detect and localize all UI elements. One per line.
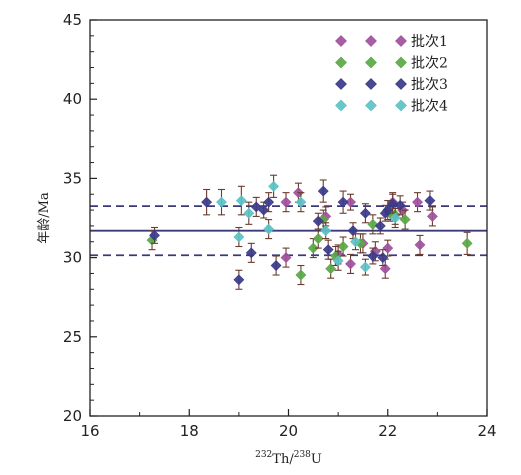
data-point — [233, 274, 245, 286]
x-axis-title-part1: Th/ — [272, 452, 294, 467]
y-tick-label: 25 — [63, 328, 82, 346]
y-tick-label: 40 — [63, 90, 82, 108]
x-tick-label: 24 — [477, 422, 496, 440]
data-point — [461, 237, 473, 249]
data-point — [332, 255, 344, 267]
legend-entry-1: 批次1 — [335, 34, 448, 50]
legend-entry-3: 批次3 — [335, 77, 448, 93]
data-point — [337, 196, 349, 208]
legend-marker — [395, 56, 407, 69]
data-point — [379, 263, 391, 275]
data-point — [245, 247, 257, 259]
data-point — [312, 215, 324, 227]
data-point — [394, 199, 406, 211]
legend-label: 批次3 — [411, 77, 448, 93]
data-point — [382, 242, 394, 254]
data-point — [201, 196, 213, 208]
y-tick-label: 45 — [63, 11, 82, 29]
data-point — [424, 195, 436, 207]
legend-marker — [335, 99, 347, 112]
legend-marker — [395, 99, 407, 112]
legend-label: 批次4 — [411, 99, 448, 115]
axis-ticks: 16 18 20 22 24 20 25 30 35 40 45 — [63, 11, 497, 440]
data-point — [216, 196, 227, 208]
legend-marker — [395, 78, 407, 90]
data-point — [412, 196, 423, 208]
series-1 — [280, 182, 438, 279]
data-point — [426, 210, 438, 222]
data-point — [258, 204, 270, 216]
legend-marker — [335, 35, 347, 47]
legend: 批次1 批次2 批次3 批次4 — [335, 34, 448, 115]
series-4 — [216, 174, 401, 276]
legend-marker — [395, 35, 407, 47]
data-point — [399, 214, 411, 226]
y-tick-label: 30 — [63, 249, 82, 267]
data-point — [263, 196, 275, 208]
data-point — [359, 261, 371, 273]
data-point — [322, 244, 334, 256]
legend-marker — [365, 99, 377, 112]
data-points — [146, 174, 473, 290]
data-point — [367, 218, 379, 230]
data-point — [345, 196, 356, 208]
data-point — [325, 263, 337, 275]
series-3 — [149, 179, 436, 290]
data-point — [337, 241, 349, 252]
data-point — [317, 185, 329, 197]
y-tick-label: 35 — [63, 169, 82, 187]
data-point — [295, 269, 307, 281]
data-point — [350, 236, 361, 248]
data-point — [307, 242, 319, 254]
legend-marker — [335, 78, 347, 90]
data-point — [270, 260, 282, 271]
data-point — [243, 207, 255, 219]
data-point — [235, 195, 247, 207]
legend-marker — [365, 35, 377, 47]
data-point — [377, 252, 389, 264]
x-axis-title: 232Th/238U — [255, 450, 322, 467]
data-point — [233, 231, 245, 243]
data-point — [345, 258, 356, 270]
legend-marker — [365, 78, 377, 90]
data-point — [382, 204, 394, 216]
x-axis-title-part2: U — [311, 452, 322, 467]
data-point — [320, 225, 332, 237]
data-point — [149, 229, 160, 241]
legend-label: 批次1 — [411, 34, 448, 50]
y-axis-title: 年龄/Ma — [37, 192, 52, 244]
x-tick-label: 20 — [279, 422, 298, 440]
data-point — [268, 180, 280, 192]
x-tick-label: 22 — [378, 422, 397, 440]
legend-label: 批次2 — [411, 56, 448, 72]
data-point — [414, 239, 426, 251]
data-point — [374, 220, 386, 232]
legend-marker — [365, 56, 377, 69]
legend-entry-4: 批次4 — [335, 99, 448, 115]
data-point — [367, 250, 379, 262]
data-point — [295, 196, 307, 208]
data-point — [389, 212, 401, 224]
legend-entry-2: 批次2 — [335, 56, 448, 72]
x-axis-title-sup2: 238 — [294, 450, 311, 460]
data-point — [280, 252, 292, 264]
data-point — [312, 233, 324, 245]
data-point — [263, 223, 275, 235]
legend-marker — [335, 56, 347, 69]
x-tick-label: 16 — [80, 422, 99, 440]
data-point — [280, 196, 292, 208]
x-axis-title-sup1: 232 — [255, 450, 272, 460]
data-point — [250, 201, 262, 213]
data-point — [347, 225, 359, 237]
y-tick-label: 20 — [63, 407, 82, 425]
data-point — [359, 207, 371, 219]
x-tick-label: 18 — [180, 422, 199, 440]
